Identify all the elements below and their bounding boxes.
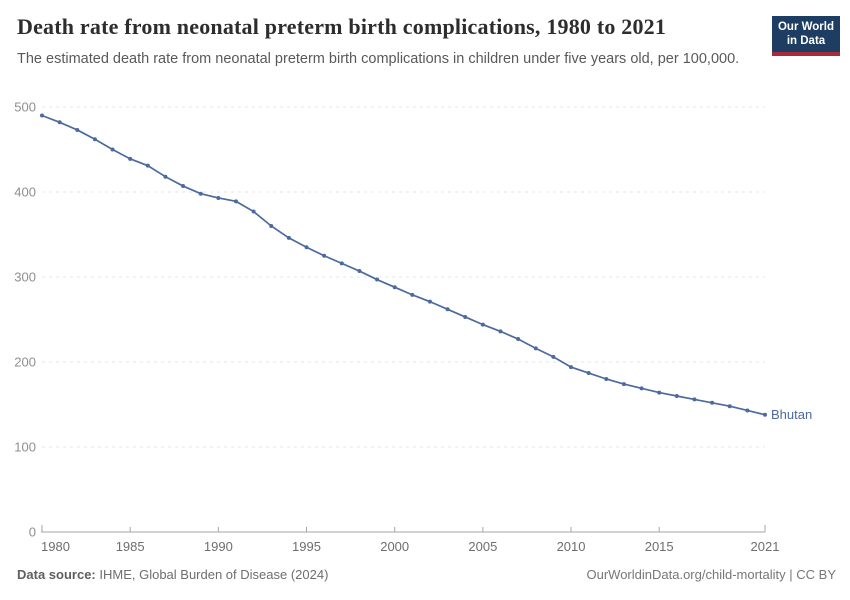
data-point[interactable] [92, 137, 97, 142]
x-tick-label: 1980 [41, 539, 70, 554]
data-point[interactable] [674, 394, 679, 398]
data-point[interactable] [639, 386, 644, 391]
data-point[interactable] [40, 113, 44, 118]
y-tick-label: 200 [14, 355, 36, 370]
data-point[interactable] [163, 174, 168, 179]
data-point[interactable] [128, 156, 133, 161]
y-tick-label: 0 [29, 525, 36, 540]
data-point[interactable] [145, 163, 150, 168]
chart-subtitle: The estimated death rate from neonatal p… [17, 51, 740, 67]
y-tick-label: 500 [14, 100, 36, 115]
data-point[interactable] [392, 285, 397, 290]
data-point[interactable] [463, 314, 468, 319]
x-tick-label: 2005 [468, 539, 497, 554]
data-point[interactable] [727, 404, 732, 409]
data-point[interactable] [604, 377, 609, 381]
owid-logo[interactable]: Our World in Data [772, 16, 840, 56]
data-point[interactable] [286, 235, 291, 240]
data-point[interactable] [551, 354, 556, 359]
data-point[interactable] [745, 408, 750, 413]
data-point[interactable] [181, 184, 186, 189]
page-title: Death rate from neonatal preterm birth c… [17, 14, 667, 39]
data-point[interactable] [75, 127, 80, 132]
x-tick-label: 2000 [380, 539, 409, 554]
series-end-label[interactable]: Bhutan [771, 407, 812, 422]
data-point[interactable] [410, 292, 415, 297]
data-point[interactable] [480, 322, 485, 327]
y-tick-label: 400 [14, 185, 36, 200]
data-point[interactable] [357, 269, 362, 274]
data-point[interactable] [375, 277, 380, 282]
data-point[interactable] [339, 261, 344, 266]
x-tick-label: 1990 [204, 539, 233, 554]
data-source: Data source: IHME, Global Burden of Dise… [17, 567, 328, 582]
chart-footer: Data source: IHME, Global Burden of Dise… [17, 567, 836, 582]
owid-logo-line1: Our World [777, 21, 834, 33]
data-point[interactable] [710, 400, 715, 405]
data-point[interactable] [198, 191, 203, 196]
data-point[interactable] [498, 329, 503, 334]
owid-logo-line2: in Data [786, 35, 826, 48]
data-point[interactable] [692, 397, 697, 402]
data-point[interactable] [269, 224, 274, 228]
credit-link[interactable]: OurWorldinData.org/child-mortality | CC … [586, 567, 837, 582]
data-point[interactable] [621, 382, 626, 387]
data-point[interactable] [586, 371, 591, 376]
data-point[interactable] [216, 195, 221, 200]
y-tick-label: 100 [14, 440, 36, 455]
y-tick-label: 300 [14, 270, 36, 285]
data-point[interactable] [233, 199, 238, 204]
bhutan-series-line[interactable] [41, 114, 766, 416]
data-point[interactable] [533, 346, 538, 351]
x-tick-label: 2010 [557, 539, 586, 554]
x-tick-label: 1995 [292, 539, 321, 554]
data-source-text: IHME, Global Burden of Disease (2024) [95, 567, 329, 582]
data-point[interactable] [251, 209, 256, 214]
x-tick-label: 1985 [116, 539, 145, 554]
data-point[interactable] [445, 307, 450, 312]
data-point[interactable] [57, 120, 62, 125]
data-point[interactable] [304, 245, 309, 250]
x-tick-label: 2021 [751, 539, 780, 554]
data-source-label: Data source: [17, 567, 96, 582]
data-point[interactable] [569, 365, 574, 370]
data-point[interactable] [657, 390, 662, 395]
data-point[interactable] [516, 337, 521, 342]
data-point[interactable] [427, 299, 432, 304]
x-tick-label: 2015 [645, 539, 674, 554]
data-point[interactable] [763, 412, 767, 417]
line-chart[interactable]: 0 100 200 300 400 500 1980 1985 1990 1995 2000 2005… [0, 95, 850, 565]
data-point[interactable] [322, 253, 327, 258]
data-point[interactable] [110, 147, 115, 152]
